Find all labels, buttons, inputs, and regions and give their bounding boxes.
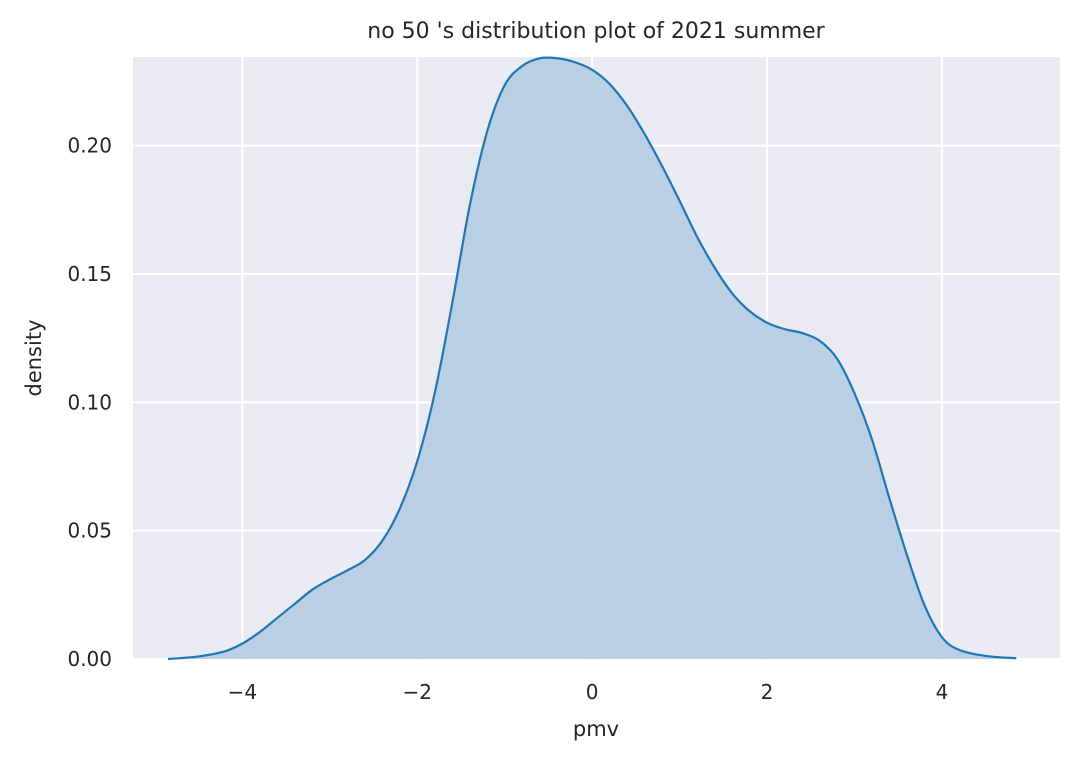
density-area: [167, 57, 1017, 659]
x-tick-label: −2: [402, 680, 431, 704]
chart-title: no 50 's distribution plot of 2021 summe…: [367, 19, 825, 44]
density-line: [167, 56, 1017, 661]
y-tick-label: 0.05: [67, 519, 112, 543]
x-tick-labels: −4 −2 0 2 4: [228, 680, 949, 704]
y-axis-label: density: [22, 320, 46, 397]
x-tick-label: 0: [586, 680, 599, 704]
x-tick-label: 4: [936, 680, 949, 704]
y-tick-label: 0.10: [67, 390, 112, 414]
x-tick-label: −4: [228, 680, 257, 704]
y-tick-label: 0.20: [67, 134, 112, 158]
y-tick-labels: 0.00 0.05 0.10 0.15 0.20: [67, 134, 112, 671]
x-axis-label: pmv: [573, 717, 619, 741]
y-tick-label: 0.15: [67, 262, 112, 286]
x-tick-label: 2: [761, 680, 774, 704]
y-tick-label: 0.00: [67, 647, 112, 671]
